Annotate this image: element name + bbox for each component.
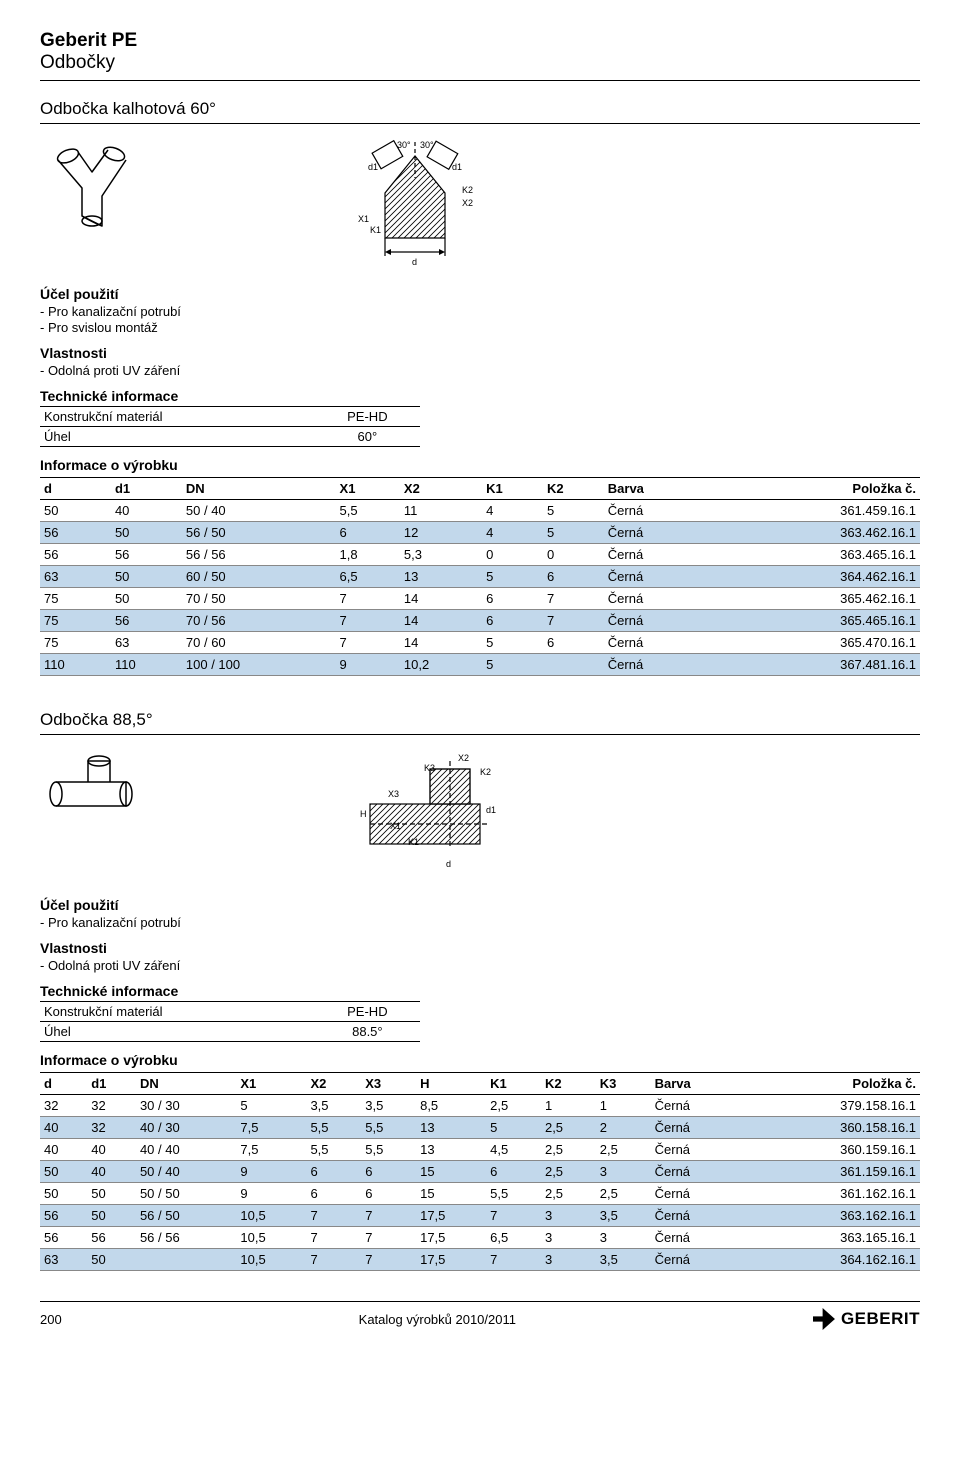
brand-logo: GEBERIT <box>813 1308 920 1330</box>
tee-fitting-dim-icon: X2 K3 K2 X3 H X1 d1 K1 d <box>330 749 520 879</box>
page-footer: 200 Katalog výrobků 2010/2011 GEBERIT <box>40 1301 920 1330</box>
svg-text:K3: K3 <box>424 763 435 773</box>
section1-diagrams: 30° 30° d1 d1 K2 X2 X1 K1 d <box>40 138 920 268</box>
svg-text:K1: K1 <box>370 225 381 235</box>
s2-prop-0: - Odolná proti UV záření <box>40 958 920 973</box>
svg-text:X1: X1 <box>358 214 369 224</box>
s1-purpose-1: - Pro svislou montáž <box>40 320 920 335</box>
geberit-arrow-icon <box>813 1308 835 1330</box>
brand-title: Geberit PE <box>40 30 920 52</box>
s2-purpose-heading: Účel použití <box>40 897 920 913</box>
table-row: 635060 / 506,51356Černá364.462.16.1 <box>40 566 920 588</box>
s1-prop-0: - Odolná proti UV záření <box>40 363 920 378</box>
svg-text:X2: X2 <box>458 753 469 763</box>
column-header: DN <box>182 478 336 500</box>
column-header: K3 <box>596 1073 651 1095</box>
table-row: 565056 / 5010,57717,5733,5Černá363.162.1… <box>40 1205 920 1227</box>
column-header: X1 <box>236 1073 306 1095</box>
svg-text:X2: X2 <box>462 198 473 208</box>
svg-text:K2: K2 <box>462 185 473 195</box>
svg-text:30°: 30° <box>397 140 411 150</box>
column-header: d <box>40 478 111 500</box>
svg-text:X1: X1 <box>390 821 401 831</box>
category-title: Odbočky <box>40 52 920 74</box>
column-header: Položka č. <box>713 478 920 500</box>
column-header: X3 <box>361 1073 416 1095</box>
section2-diagrams: X2 K3 K2 X3 H X1 d1 K1 d <box>40 749 920 879</box>
s1-purpose-heading: Účel použití <box>40 286 920 302</box>
table-row: Úhel60° <box>40 427 420 447</box>
s1-info-heading: Informace o výrobku <box>40 457 920 473</box>
table-row: 505050 / 50966155,52,52,5Černá361.162.16… <box>40 1183 920 1205</box>
brand-logo-text: GEBERIT <box>841 1309 920 1329</box>
svg-text:d: d <box>412 257 417 267</box>
svg-text:K2: K2 <box>480 767 491 777</box>
column-header: K1 <box>482 478 543 500</box>
s2-tech-table: Konstrukční materiálPE-HD Úhel88.5° <box>40 1001 420 1042</box>
table-row: 755070 / 5071467Černá365.462.16.1 <box>40 588 920 610</box>
section1-rule <box>40 123 920 124</box>
s2-tech-heading: Technické informace <box>40 983 920 999</box>
section1-title: Odbočka kalhotová 60° <box>40 99 920 119</box>
column-header: d1 <box>111 478 182 500</box>
table-row: Konstrukční materiálPE-HD <box>40 1002 420 1022</box>
column-header: H <box>416 1073 486 1095</box>
page-number: 200 <box>40 1312 62 1327</box>
table-row: 565056 / 5061245Černá363.462.16.1 <box>40 522 920 544</box>
tee-fitting-iso-icon <box>40 749 150 839</box>
svg-text:d: d <box>446 859 451 869</box>
column-header: K1 <box>486 1073 541 1095</box>
column-header: DN <box>136 1073 236 1095</box>
svg-text:d1: d1 <box>368 162 378 172</box>
column-header: d1 <box>87 1073 136 1095</box>
svg-text:H: H <box>360 809 367 819</box>
table-row: 110110100 / 100910,25Černá367.481.16.1 <box>40 654 920 676</box>
table-row: 755670 / 5671467Černá365.465.16.1 <box>40 610 920 632</box>
y-fitting-dim-icon: 30° 30° d1 d1 K2 X2 X1 K1 d <box>330 138 500 268</box>
s1-data-table: dd1DNX1X2K1K2BarvaPoložka č. 504050 / 40… <box>40 477 920 676</box>
s1-purpose-0: - Pro kanalizační potrubí <box>40 304 920 319</box>
column-header: d <box>40 1073 87 1095</box>
column-header: X1 <box>336 478 400 500</box>
svg-text:30°: 30° <box>420 140 434 150</box>
column-header: K2 <box>543 478 604 500</box>
table-row: 504050 / 405,51145Černá361.459.16.1 <box>40 500 920 522</box>
svg-text:d1: d1 <box>452 162 462 172</box>
table-row: 504050 / 409661562,53Černá361.159.16.1 <box>40 1161 920 1183</box>
column-header: X2 <box>306 1073 361 1095</box>
table-row: Úhel88.5° <box>40 1022 420 1042</box>
y-fitting-iso-icon <box>40 138 150 238</box>
footer-center: Katalog výrobků 2010/2011 <box>359 1312 516 1327</box>
table-row: 404040 / 407,55,55,5134,52,52,5Černá360.… <box>40 1139 920 1161</box>
table-row: 565656 / 5610,57717,56,533Černá363.165.1… <box>40 1227 920 1249</box>
table-row: 565656 / 561,85,300Černá363.465.16.1 <box>40 544 920 566</box>
svg-text:X3: X3 <box>388 789 399 799</box>
svg-text:d1: d1 <box>486 805 496 815</box>
section2-rule <box>40 734 920 735</box>
s1-tech-heading: Technické informace <box>40 388 920 404</box>
column-header: Barva <box>651 1073 744 1095</box>
column-header: X2 <box>400 478 482 500</box>
column-header: Barva <box>604 478 713 500</box>
svg-text:K1: K1 <box>408 837 419 847</box>
s2-props-heading: Vlastnosti <box>40 940 920 956</box>
table-row: Konstrukční materiálPE-HD <box>40 407 420 427</box>
column-header: Položka č. <box>743 1073 920 1095</box>
s1-tech-table: Konstrukční materiálPE-HD Úhel60° <box>40 406 420 447</box>
table-row: 323230 / 3053,53,58,52,511Černá379.158.1… <box>40 1095 920 1117</box>
table-row: 756370 / 6071456Černá365.470.16.1 <box>40 632 920 654</box>
table-row: 635010,57717,5733,5Černá364.162.16.1 <box>40 1249 920 1271</box>
header-rule <box>40 80 920 81</box>
s2-info-heading: Informace o výrobku <box>40 1052 920 1068</box>
s2-data-table: dd1DNX1X2X3HK1K2K3BarvaPoložka č. 323230… <box>40 1072 920 1271</box>
column-header: K2 <box>541 1073 596 1095</box>
page-header: Geberit PE Odbočky <box>40 30 920 81</box>
section2-title: Odbočka 88,5° <box>40 710 920 730</box>
table-row: 403240 / 307,55,55,51352,52Černá360.158.… <box>40 1117 920 1139</box>
s1-props-heading: Vlastnosti <box>40 345 920 361</box>
s2-purpose-0: - Pro kanalizační potrubí <box>40 915 920 930</box>
